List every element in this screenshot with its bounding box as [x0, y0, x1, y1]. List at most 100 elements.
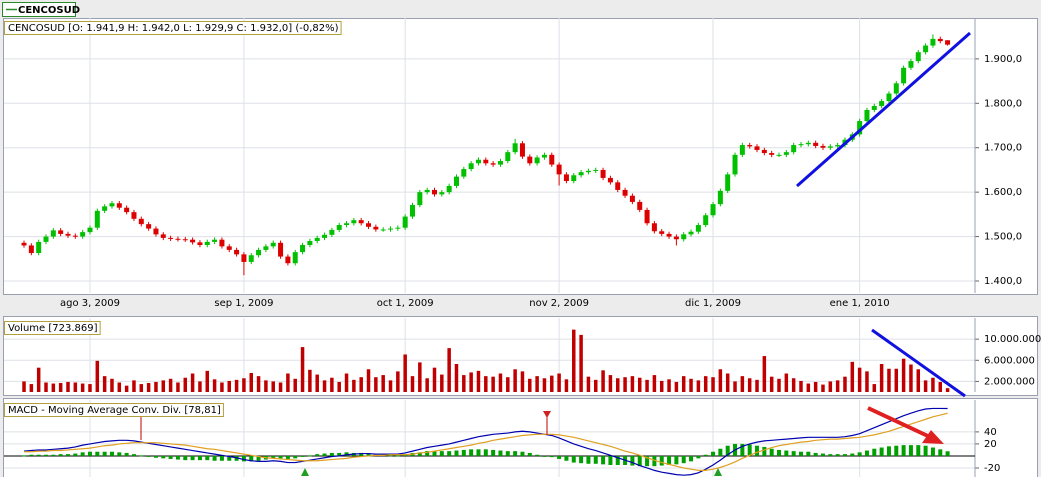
histogram-bar [51, 454, 56, 456]
y-tick-label: -20 [984, 463, 1000, 474]
volume-bar [498, 373, 503, 392]
volume-bar [44, 382, 48, 392]
volume-bar [271, 381, 275, 392]
candle-body [431, 189, 437, 195]
volume-bar [139, 384, 144, 392]
candle-body [417, 192, 423, 206]
candle-body [116, 203, 122, 208]
volume-bar [931, 377, 935, 392]
volume-bar [740, 376, 745, 392]
histogram-bar [630, 455, 635, 466]
volume-bar [293, 378, 297, 392]
candle-body [80, 232, 86, 237]
volume-bar [659, 380, 664, 392]
candle-body [21, 242, 27, 246]
volume-bar [711, 377, 715, 392]
volume-bar [183, 377, 188, 392]
volume-bar [564, 379, 569, 392]
histogram-bar [337, 452, 342, 456]
volume-bar [667, 379, 671, 392]
candle-body [886, 93, 892, 102]
histogram-bar [813, 452, 818, 456]
volume-bar [381, 375, 385, 392]
candle-body [72, 235, 78, 237]
histogram-bar [916, 445, 921, 456]
volume-bar [447, 348, 451, 392]
candle-body [725, 174, 731, 191]
histogram-bar [329, 452, 334, 456]
candle-body [732, 154, 738, 175]
volume-bar [608, 375, 613, 392]
volume-bar [579, 334, 583, 392]
candle-body [226, 246, 232, 250]
y-tick-label: 20 [984, 439, 997, 450]
histogram-bar [798, 451, 803, 456]
histogram-bar [637, 455, 642, 467]
candle-body [453, 176, 459, 186]
histogram-bar [696, 455, 701, 459]
candle-body [527, 156, 533, 164]
histogram-bar [740, 443, 745, 456]
histogram-bar [109, 451, 114, 456]
volume-bar [821, 384, 825, 392]
volume-bar [190, 373, 195, 392]
volume-bar [176, 382, 180, 392]
candle-body [351, 220, 357, 224]
volume-bar [784, 373, 789, 392]
histogram-bar [652, 455, 657, 467]
candle-body [563, 174, 569, 182]
volume-bar [725, 373, 730, 392]
volume-bar [249, 372, 253, 392]
candle-body [358, 220, 364, 224]
volume-bar [857, 367, 862, 392]
volume-bar [469, 372, 473, 392]
y-tick-label: 1.700,0 [984, 143, 1022, 154]
volume-bar [132, 380, 136, 392]
candle-body [300, 245, 306, 253]
panel-title-box [4, 321, 101, 335]
volume-bar [755, 379, 759, 392]
histogram-bar [65, 454, 70, 456]
buy-signal [301, 468, 309, 476]
histogram-bar [432, 451, 437, 456]
histogram-bar [820, 453, 825, 456]
histogram-bar [520, 451, 525, 456]
histogram-bar [527, 452, 532, 456]
candle-body [637, 201, 643, 210]
candle-body [629, 195, 635, 202]
candle-body [424, 189, 430, 193]
volume-bar [528, 378, 532, 392]
volume-bar [117, 382, 122, 392]
volume-bar [256, 376, 261, 392]
histogram-bar [469, 449, 474, 456]
volume-bar [652, 375, 657, 392]
candle-body [769, 153, 775, 155]
volume-bar [535, 376, 539, 392]
candle-body [857, 121, 863, 135]
volume-bar [689, 378, 693, 392]
volume-bar [418, 362, 422, 392]
histogram-bar [908, 445, 913, 456]
candle-body [58, 230, 64, 234]
candle-body [138, 218, 144, 225]
volume-bar [330, 377, 334, 392]
histogram-bar [842, 454, 847, 456]
volume-bar [337, 381, 341, 392]
volume-bar [374, 377, 378, 392]
candle-body [908, 61, 914, 68]
candle-body [945, 40, 951, 45]
histogram-bar [703, 454, 708, 456]
histogram-bar [102, 451, 107, 456]
histogram-bar [564, 455, 569, 461]
candle-body [615, 182, 621, 190]
panel-title: CENCOSUD [O: 1.941,9 H: 1.942,0 L: 1.929… [8, 23, 339, 34]
histogram-bar [601, 455, 606, 465]
volume-bar [520, 371, 525, 392]
histogram-bar [73, 453, 78, 456]
histogram-bar [197, 455, 202, 461]
candle-body [688, 231, 694, 235]
volume-bar [594, 379, 598, 392]
candle-body [600, 169, 606, 178]
candle-body [50, 230, 56, 237]
